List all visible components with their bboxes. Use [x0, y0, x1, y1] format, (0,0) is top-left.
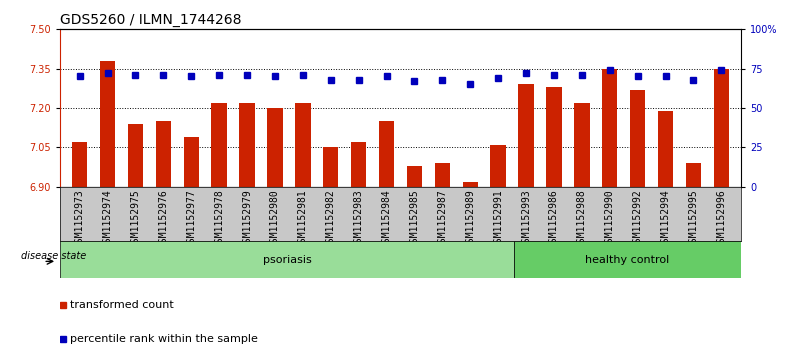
Text: GSM1152981: GSM1152981	[298, 189, 308, 248]
Text: GSM1152990: GSM1152990	[605, 189, 615, 248]
Text: GSM1152991: GSM1152991	[493, 189, 503, 248]
Bar	[100, 61, 115, 187]
Text: psoriasis: psoriasis	[263, 254, 312, 265]
Bar	[658, 111, 674, 187]
Bar	[407, 166, 422, 187]
Text: GSM1152984: GSM1152984	[381, 189, 392, 248]
Bar	[379, 121, 394, 187]
Text: GSM1152986: GSM1152986	[549, 189, 559, 248]
Text: GSM1152993: GSM1152993	[521, 189, 531, 248]
Bar	[686, 163, 701, 187]
Text: GSM1152980: GSM1152980	[270, 189, 280, 248]
Text: GSM1152973: GSM1152973	[74, 189, 85, 248]
Bar	[323, 147, 338, 187]
Text: GSM1152978: GSM1152978	[214, 189, 224, 248]
Text: healthy control: healthy control	[586, 254, 670, 265]
Text: GSM1152988: GSM1152988	[577, 189, 587, 248]
Text: GSM1152976: GSM1152976	[159, 189, 168, 248]
Bar	[183, 137, 199, 187]
Bar	[127, 124, 143, 187]
Text: GSM1152987: GSM1152987	[437, 189, 447, 248]
Text: GSM1152975: GSM1152975	[131, 189, 140, 248]
Text: GDS5260 / ILMN_1744268: GDS5260 / ILMN_1744268	[60, 13, 242, 26]
Bar	[514, 241, 741, 278]
Bar	[268, 108, 283, 187]
Text: GSM1152985: GSM1152985	[409, 189, 420, 248]
Text: disease state: disease state	[21, 251, 87, 261]
Text: GSM1152983: GSM1152983	[354, 189, 364, 248]
Bar	[463, 182, 478, 187]
Text: percentile rank within the sample: percentile rank within the sample	[70, 334, 258, 344]
Text: GSM1152979: GSM1152979	[242, 189, 252, 248]
Text: GSM1152974: GSM1152974	[103, 189, 112, 248]
Bar	[239, 103, 255, 187]
Text: transformed count: transformed count	[70, 300, 174, 310]
Bar	[518, 84, 533, 187]
Bar	[714, 69, 729, 187]
Text: GSM1152994: GSM1152994	[661, 189, 670, 248]
Bar	[295, 103, 311, 187]
Bar	[630, 90, 646, 187]
Bar	[72, 142, 87, 187]
Text: GSM1152977: GSM1152977	[186, 189, 196, 248]
Text: GSM1152996: GSM1152996	[716, 189, 727, 248]
Bar	[602, 69, 618, 187]
Bar	[155, 121, 171, 187]
Text: GSM1152995: GSM1152995	[689, 189, 698, 248]
Bar	[60, 241, 514, 278]
Bar	[546, 87, 562, 187]
Bar	[211, 103, 227, 187]
Bar	[490, 145, 506, 187]
Text: GSM1152982: GSM1152982	[326, 189, 336, 248]
Bar	[351, 142, 366, 187]
Bar	[435, 163, 450, 187]
Text: GSM1152989: GSM1152989	[465, 189, 475, 248]
Text: GSM1152992: GSM1152992	[633, 189, 642, 248]
Bar	[574, 103, 590, 187]
